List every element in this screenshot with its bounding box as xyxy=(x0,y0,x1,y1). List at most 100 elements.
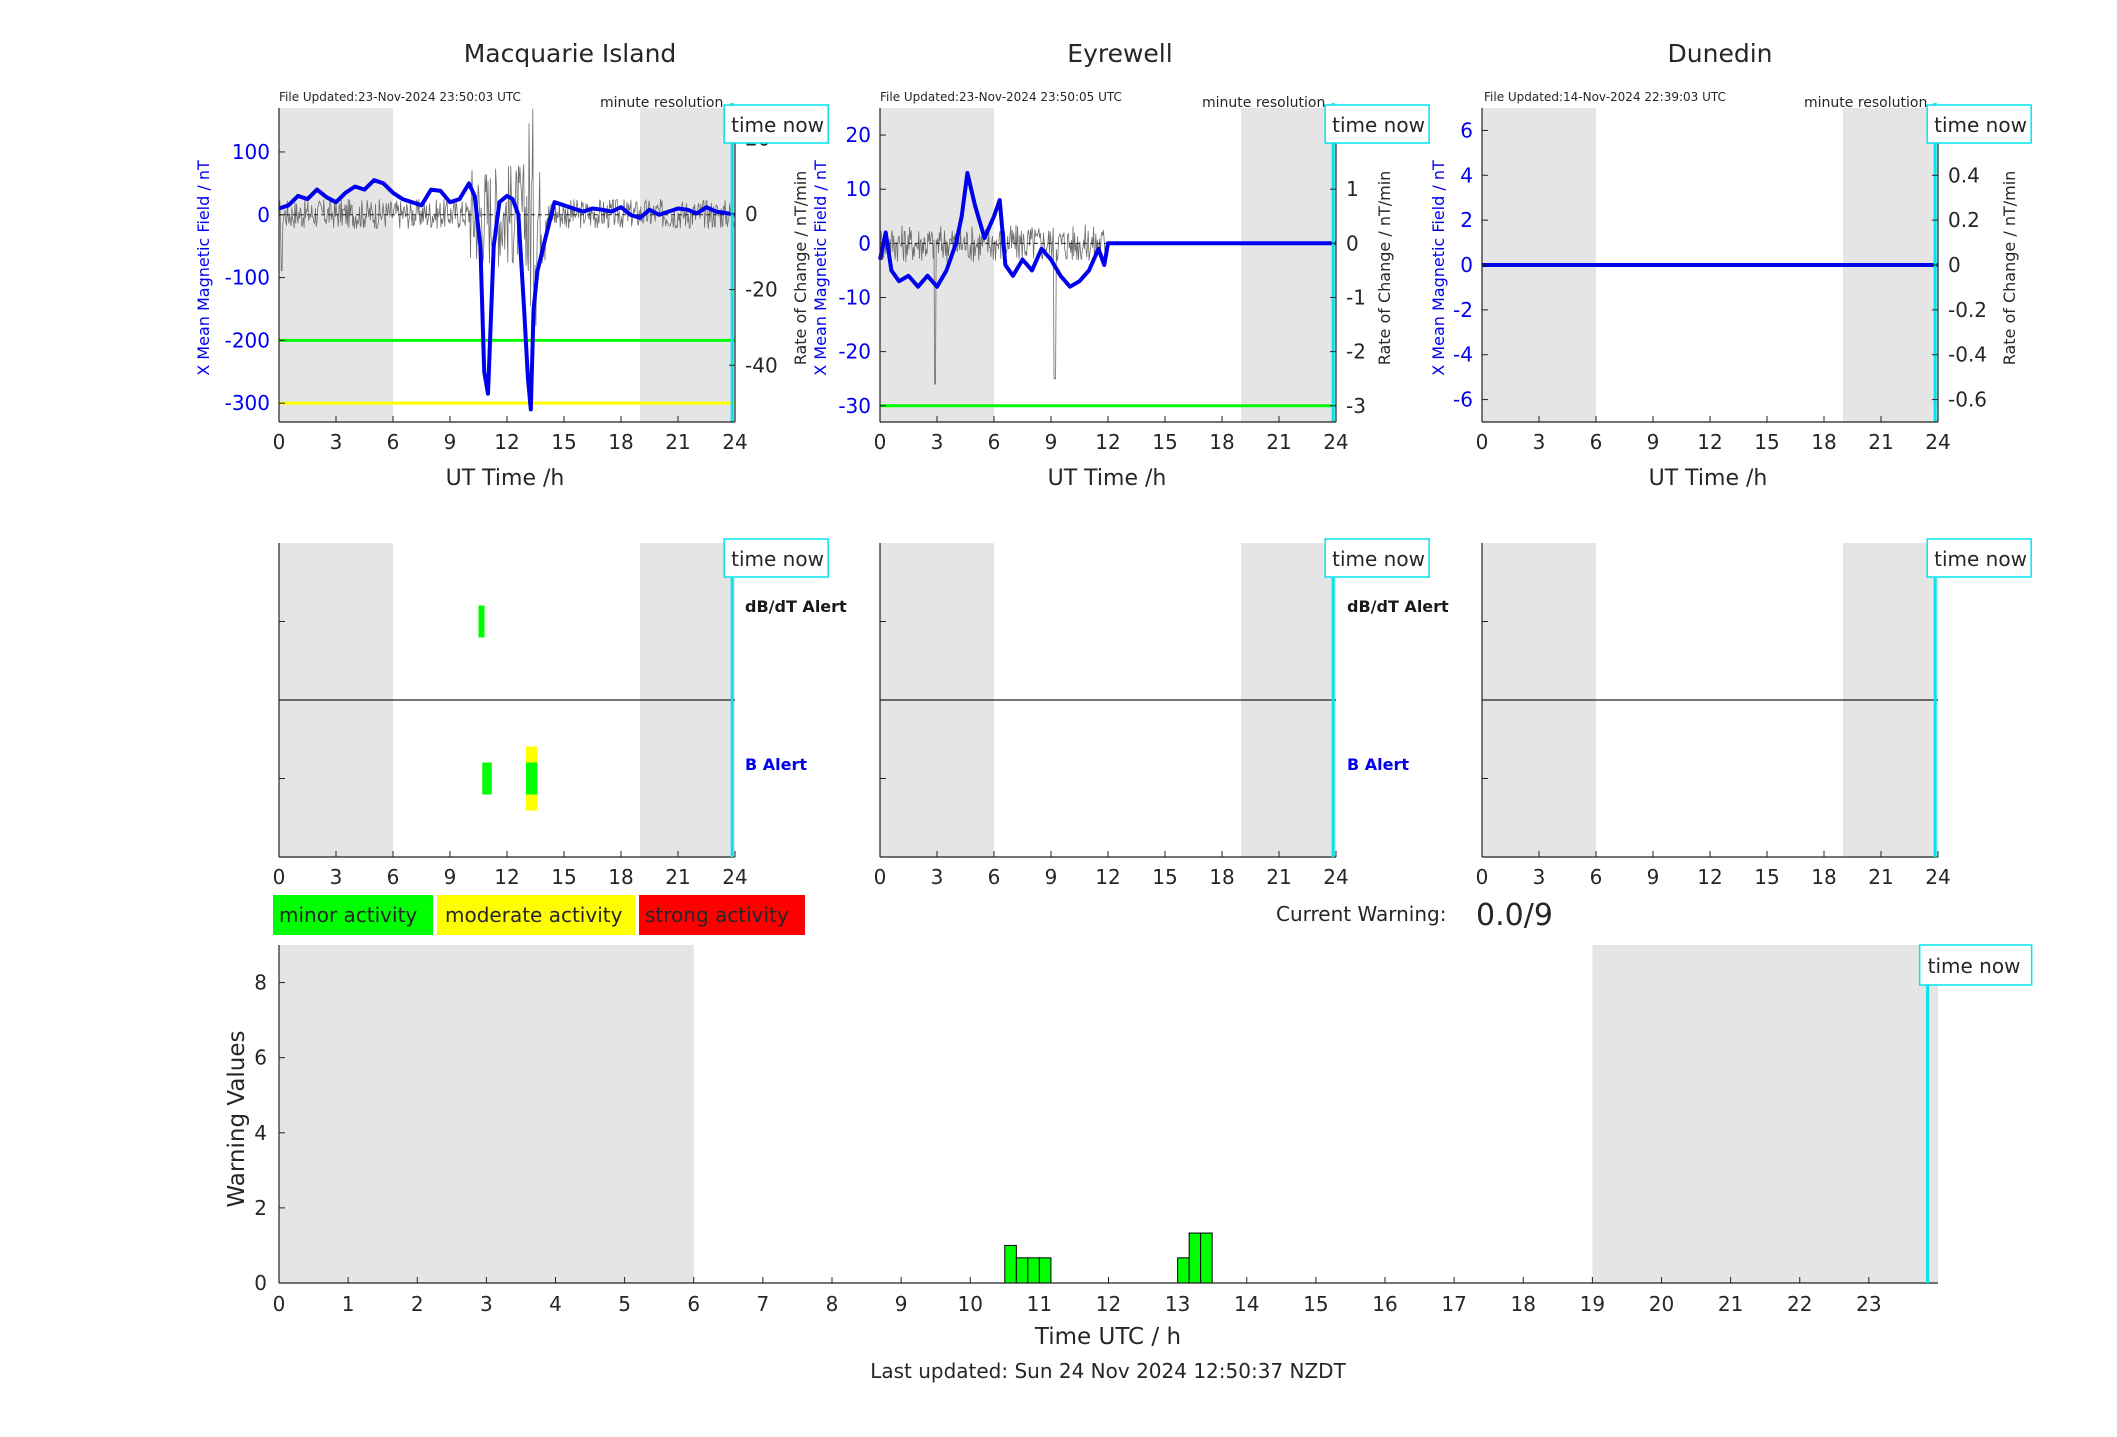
dunedin-alert-time-now-box xyxy=(1926,538,2032,578)
macquarie-xtick-label: 24 xyxy=(722,430,747,454)
warning-xlabel: Time UTC / h xyxy=(1034,1324,1181,1350)
dunedin-xtick-label: 3 xyxy=(1533,430,1546,454)
legend-strong-label: strong activity xyxy=(645,903,789,927)
warning-xtick-label: 23 xyxy=(1856,1292,1881,1316)
dunedin-xlabel: UT Time /h xyxy=(1649,466,1768,491)
macquarie-night-band-1 xyxy=(640,108,735,422)
macquarie-xtick-label: 6 xyxy=(387,430,400,454)
eyrewell-alert-xtick-label: 18 xyxy=(1209,865,1234,889)
eyrewell-xlabel: UT Time /h xyxy=(1048,466,1167,491)
dunedin-time-now-box xyxy=(1926,104,2032,144)
warning-night-band-0 xyxy=(279,945,694,1283)
warning-bar xyxy=(1200,1232,1213,1284)
warning-xtick-label: 9 xyxy=(895,1292,908,1316)
dunedin-alert-xtick-label: 3 xyxy=(1533,865,1546,889)
dunedin-xtick-label: 21 xyxy=(1868,430,1893,454)
macquarie-alert-time-now-label: time now xyxy=(731,547,824,571)
macquarie-xtick-label: 12 xyxy=(494,430,519,454)
warning-xtick-label: 4 xyxy=(549,1292,562,1316)
eyrewell-title: Eyrewell xyxy=(1067,39,1172,68)
warning-xtick-label: 19 xyxy=(1580,1292,1605,1316)
eyrewell-dbdt-alert-label: dB/dT Alert xyxy=(1347,597,1449,616)
warning-bar xyxy=(1038,1257,1052,1284)
eyrewell-xtick-label: 3 xyxy=(931,430,944,454)
macquarie-alert-xtick-label: 12 xyxy=(494,865,519,889)
warning-xtick-label: 16 xyxy=(1372,1292,1397,1316)
macquarie-ytick-label: 0 xyxy=(257,203,270,227)
warning-xtick-label: 15 xyxy=(1303,1292,1328,1316)
dunedin-ytick-label: 2 xyxy=(1460,208,1473,232)
macquarie-alert-bar-1 xyxy=(482,762,492,795)
current-warning-label: Current Warning: xyxy=(1276,902,1446,926)
dunedin-alert-xtick-label: 24 xyxy=(1925,865,1950,889)
macquarie-resolution: minute resolution xyxy=(600,95,723,111)
eyrewell-alert-xtick-label: 0 xyxy=(874,865,887,889)
warning-bar xyxy=(1177,1257,1190,1284)
macquarie-xlabel: UT Time /h xyxy=(446,466,565,491)
macquarie-rate-of-change-trace xyxy=(278,108,736,326)
eyrewell-ylabel-left: X Mean Magnetic Field / nT xyxy=(811,160,830,376)
dunedin-xtick-label: 6 xyxy=(1590,430,1603,454)
dunedin-y2tick-label: -0.4 xyxy=(1948,343,1987,367)
dunedin-xtick-label: 15 xyxy=(1754,430,1779,454)
warning-ytick-label: 6 xyxy=(254,1046,267,1070)
dunedin-alert-xtick-label: 12 xyxy=(1697,865,1722,889)
macquarie-alert-xtick-label: 15 xyxy=(551,865,576,889)
macquarie-alert-xtick-label: 21 xyxy=(665,865,690,889)
warning-xtick-label: 10 xyxy=(958,1292,983,1316)
legend-moderate-box xyxy=(437,895,635,935)
macquarie-field-line xyxy=(278,178,736,412)
eyrewell-alert-xtick-label: 21 xyxy=(1266,865,1291,889)
eyrewell-xtick-label: 9 xyxy=(1045,430,1058,454)
dunedin-ylabel-right: Rate of Change / nT/min xyxy=(2000,171,2019,366)
dunedin-ytick-label: -4 xyxy=(1453,343,1473,367)
eyrewell-alert-xtick-label: 3 xyxy=(931,865,944,889)
eyrewell-ytick-label: -30 xyxy=(838,394,871,418)
warning-ylabel: Warning Values xyxy=(224,1030,250,1207)
macquarie-xtick-label: 9 xyxy=(444,430,457,454)
dunedin-alert-xtick-label: 0 xyxy=(1476,865,1489,889)
warning-xtick-label: 21 xyxy=(1718,1292,1743,1316)
macquarie-title: Macquarie Island xyxy=(464,39,677,68)
warning-ytick-label: 4 xyxy=(254,1121,267,1145)
eyrewell-xtick-label: 15 xyxy=(1152,430,1177,454)
eyrewell-ytick-label: 0 xyxy=(858,231,871,255)
eyrewell-xtick-label: 0 xyxy=(874,430,887,454)
dunedin-alert-time-now-label: time now xyxy=(1934,547,2027,571)
dunedin-y2tick-label: -0.6 xyxy=(1948,388,1987,412)
dunedin-ytick-label: 4 xyxy=(1460,163,1473,187)
macquarie-ytick-label: -200 xyxy=(225,328,270,352)
macquarie-alert-xtick-label: 9 xyxy=(444,865,457,889)
eyrewell-xtick-label: 6 xyxy=(988,430,1001,454)
eyrewell-xtick-label: 24 xyxy=(1323,430,1348,454)
dunedin-alert-xtick-label: 15 xyxy=(1754,865,1779,889)
warning-bar xyxy=(1004,1244,1017,1284)
macquarie-y2tick-label: -20 xyxy=(745,278,778,302)
macquarie-xtick-label: 21 xyxy=(665,430,690,454)
dunedin-y2tick-label: 0.2 xyxy=(1948,208,1980,232)
warning-xtick-label: 0 xyxy=(273,1292,286,1316)
dunedin-time-now-label: time now xyxy=(1934,113,2027,137)
eyrewell-rate-of-change-trace xyxy=(879,224,1109,385)
warning-xtick-label: 13 xyxy=(1165,1292,1190,1316)
warning-xtick-label: 14 xyxy=(1234,1292,1259,1316)
macquarie-file-updated: File Updated:23-Nov-2024 23:50:03 UTC xyxy=(279,90,521,104)
macquarie-xtick-label: 0 xyxy=(273,430,286,454)
macquarie-y2tick-label: -40 xyxy=(745,353,778,377)
macquarie-ytick-label: -100 xyxy=(225,266,270,290)
macquarie-xtick-label: 15 xyxy=(551,430,576,454)
eyrewell-y2tick-label: -2 xyxy=(1346,340,1366,364)
macquarie-alert-xtick-label: 0 xyxy=(273,865,286,889)
warning-xtick-label: 22 xyxy=(1787,1292,1812,1316)
dunedin-xtick-label: 12 xyxy=(1697,430,1722,454)
eyrewell-ytick-label: -20 xyxy=(838,340,871,364)
warning-xtick-label: 2 xyxy=(411,1292,424,1316)
macquarie-ytick-label: -300 xyxy=(225,391,270,415)
eyrewell-field-line xyxy=(878,171,1336,289)
macquarie-y2tick-label: 0 xyxy=(745,202,758,226)
macquarie-alert-xtick-label: 24 xyxy=(722,865,747,889)
eyrewell-y2tick-label: 1 xyxy=(1346,177,1359,201)
legend-minor-label: minor activity xyxy=(279,903,417,927)
eyrewell-y2tick-label: 0 xyxy=(1346,231,1359,255)
eyrewell-y2tick-label: -3 xyxy=(1346,394,1366,418)
